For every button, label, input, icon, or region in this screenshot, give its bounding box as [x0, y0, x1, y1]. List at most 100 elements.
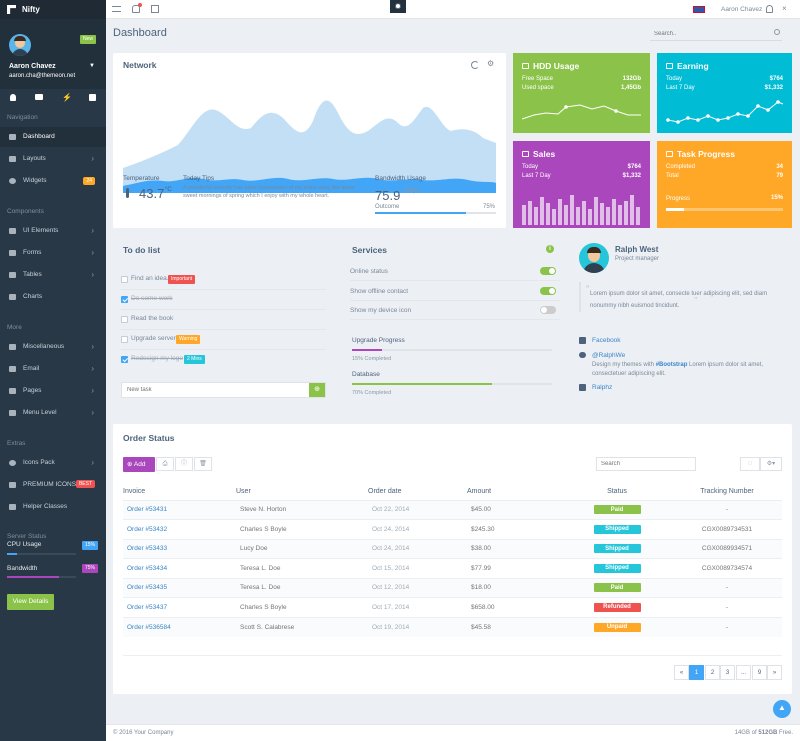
service-toggle[interactable]: [540, 267, 556, 275]
add-task-button[interactable]: ⊕: [309, 383, 325, 397]
facebook-icon[interactable]: [579, 337, 586, 344]
order-invoice-link[interactable]: Order #53432: [127, 525, 168, 533]
table-row[interactable]: Order #53431 Steve N. Horton Oct 22, 2014 $…: [123, 499, 782, 520]
sidebar-item-dashboard[interactable]: Dashboard: [0, 127, 106, 147]
nav-section-components: Components: [7, 208, 44, 215]
chat-icon[interactable]: [35, 94, 43, 100]
view-details-button[interactable]: View Details: [7, 594, 54, 610]
gear-icon[interactable]: ⚙: [487, 59, 495, 68]
order-invoice-link[interactable]: Order #536584: [127, 623, 171, 631]
twitter-icon[interactable]: [579, 352, 586, 358]
table-row[interactable]: Order #53437 Charles S Boyle Oct 17, 2014 $…: [123, 597, 782, 617]
topbar-username[interactable]: Aaron Chavez: [721, 6, 763, 13]
avatar[interactable]: [9, 34, 31, 56]
database-note: 70% Completed: [352, 390, 392, 396]
sidebar-item-miscellaneous[interactable]: Miscellaneous ›: [0, 337, 106, 357]
todo-checkbox[interactable]: [121, 276, 128, 283]
sidebar-item-tables[interactable]: Tables ›: [0, 265, 106, 285]
user-name[interactable]: Aaron Chavez: [9, 63, 56, 70]
sidebar-item-ui-elements[interactable]: UI Elements ›: [0, 221, 106, 241]
order-amount: $45.58: [471, 623, 491, 631]
table-row[interactable]: Order #53434 Teresa L. Doe Oct 15, 2014 $77…: [123, 558, 782, 578]
megamenu-icon[interactable]: [151, 5, 159, 13]
social-icon[interactable]: [579, 384, 586, 391]
col-user[interactable]: User: [236, 487, 251, 495]
page-button[interactable]: »: [767, 665, 782, 680]
export-button[interactable]: ◌: [740, 457, 760, 471]
page-search[interactable]: [650, 27, 782, 41]
service-toggle[interactable]: [540, 286, 556, 295]
page-search-input[interactable]: [650, 27, 770, 40]
col-invoice[interactable]: Invoice: [123, 487, 146, 495]
page-button[interactable]: ...: [736, 665, 751, 680]
sidebar-item-layouts[interactable]: Layouts ›: [0, 149, 106, 169]
order-invoice-link[interactable]: Order #53433: [127, 545, 168, 553]
sidebar-item-premium-icons[interactable]: PREMIUM ICONS BEST: [0, 475, 106, 495]
col-tracking[interactable]: Tracking Number: [700, 487, 754, 495]
order-invoice-link[interactable]: Order #53431: [127, 506, 168, 514]
file-icon: [9, 388, 16, 394]
order-invoice-link[interactable]: Order #53437: [127, 603, 168, 611]
sidebar-item-label: Pages: [23, 387, 42, 394]
sidebar-item-widgets[interactable]: Widgets 24: [0, 171, 106, 191]
order-invoice-link[interactable]: Order #53435: [127, 584, 168, 592]
sidebar-item-pages[interactable]: Pages ›: [0, 381, 106, 401]
close-icon[interactable]: ×: [782, 4, 787, 13]
trash-button[interactable]: 🗑: [194, 457, 212, 471]
facebook-link[interactable]: Facebook: [592, 337, 621, 344]
page-button[interactable]: 2: [705, 665, 720, 680]
twitter-handle[interactable]: @RalphWe: [592, 352, 626, 359]
sidebar-item-menu-level[interactable]: Menu Level ›: [0, 403, 106, 423]
order-invoice-link[interactable]: Order #53434: [127, 564, 168, 572]
profile-avatar[interactable]: [579, 243, 609, 273]
page-button[interactable]: «: [674, 665, 689, 680]
lock-icon[interactable]: [89, 94, 96, 101]
table-row[interactable]: Order #53433 Lucy Doe Oct 24, 2014 $38.00 Sh…: [123, 538, 782, 559]
col-order-date[interactable]: Order date: [368, 487, 402, 495]
order-search[interactable]: [596, 457, 696, 471]
new-task-input[interactable]: [122, 383, 302, 397]
scroll-top-button[interactable]: ▲: [773, 700, 791, 718]
todo-checkbox[interactable]: [121, 316, 128, 323]
table-row[interactable]: Order #53435 Teresa L. Doe Oct 12, 2014 $18…: [123, 577, 782, 598]
user-icon[interactable]: [766, 5, 773, 13]
col-amount[interactable]: Amount: [467, 487, 492, 495]
print-button[interactable]: ⎙: [156, 457, 174, 471]
add-order-button[interactable]: ⊕ Add: [123, 457, 155, 472]
todo-checkbox[interactable]: [121, 336, 128, 343]
order-search-input[interactable]: [597, 458, 693, 470]
refresh-icon[interactable]: [471, 61, 479, 69]
menu-toggle-icon[interactable]: [112, 6, 121, 12]
todo-item-text: Read the book: [131, 315, 174, 322]
service-toggle[interactable]: [540, 306, 556, 314]
todo-checkbox[interactable]: [121, 356, 128, 363]
options-dropdown-button[interactable]: ⚙▾: [760, 457, 782, 471]
info-button[interactable]: ⓘ: [175, 457, 193, 471]
sidebar-item-forms[interactable]: Forms ›: [0, 243, 106, 263]
page-button[interactable]: 1: [689, 665, 704, 680]
brand[interactable]: Nifty: [0, 0, 106, 19]
language-flag-icon[interactable]: [693, 6, 705, 13]
page-button[interactable]: 9: [752, 665, 767, 680]
todo-checkbox[interactable]: [121, 296, 128, 303]
sidebar-item-charts[interactable]: Charts: [0, 287, 106, 307]
user-icon[interactable]: [10, 94, 16, 101]
table-row[interactable]: Order #536584 Scott S. Calabrese Oct 19, 2…: [123, 616, 782, 637]
col-status[interactable]: Status: [607, 487, 627, 495]
page-button[interactable]: 3: [720, 665, 735, 680]
profile-name[interactable]: Ralph West: [615, 245, 659, 254]
info-icon[interactable]: i: [546, 245, 554, 253]
search-icon[interactable]: [774, 29, 780, 35]
sidebar-item-helper-classes[interactable]: Helper Classes: [0, 497, 106, 517]
tweet-hashtag[interactable]: #Bootstrap: [655, 362, 688, 368]
bell-icon[interactable]: [132, 5, 140, 13]
outcome-label: Outcome: [375, 204, 400, 210]
caret-down-icon[interactable]: ▼: [89, 63, 95, 69]
sidebar-item-icons-pack[interactable]: Icons Pack ›: [0, 453, 106, 473]
other-social-link[interactable]: Ralphz: [592, 384, 613, 391]
new-task-field[interactable]: ⊕: [121, 382, 326, 398]
settings-gear-icon[interactable]: ✹: [390, 0, 406, 13]
sidebar-item-email[interactable]: Email ›: [0, 359, 106, 379]
bolt-icon[interactable]: ⚡: [62, 93, 72, 102]
table-row[interactable]: Order #53432 Charles S Boyle Oct 24, 2014 $…: [123, 519, 782, 539]
